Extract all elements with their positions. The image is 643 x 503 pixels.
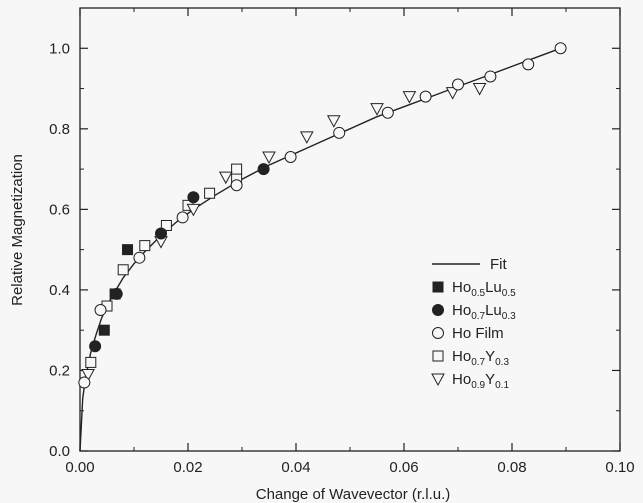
data-point <box>85 356 97 368</box>
data-point <box>522 58 535 71</box>
legend-label: Ho Film <box>452 325 504 342</box>
x-tick-label: 0.06 <box>389 459 418 476</box>
legend-label-text: Lu <box>485 279 502 296</box>
y-axis-title: Relative Magnetization <box>9 154 26 306</box>
data-point <box>204 187 216 199</box>
legend-label-subscript: 0.3 <box>502 311 516 322</box>
data-point <box>122 244 134 256</box>
x-tick-label: 0.02 <box>173 459 202 476</box>
y-tick-label: 0.2 <box>49 362 70 379</box>
tick-labels: 0.00 0.02 0.04 0.06 0.08 0.10 0.0 0.2 0.4 0.6 0.8 1… <box>49 40 634 476</box>
legend-marker <box>432 350 444 362</box>
legend-label: Fit <box>490 256 507 273</box>
y-tick-label: 0.0 <box>49 443 70 460</box>
legend-marker <box>432 327 444 339</box>
legend-marker <box>432 281 444 293</box>
data-point <box>257 163 270 176</box>
legend-label-text: Y <box>485 348 495 365</box>
legend-label-text: Ho <box>452 279 471 296</box>
legend-label: Ho0.7Y0.3 <box>452 348 509 368</box>
legend-label-text: Ho Film <box>452 325 504 342</box>
legend-marker <box>431 373 445 387</box>
y-tick-label: 0.6 <box>49 201 70 218</box>
data-point <box>155 227 167 240</box>
data-point <box>262 151 276 165</box>
legend-label-subscript: 0.7 <box>471 357 485 368</box>
legend-label-subscript: 0.7 <box>471 311 485 322</box>
data-point <box>98 324 110 336</box>
x-tick-label: 0.08 <box>497 459 526 476</box>
data-point <box>94 304 107 317</box>
legend-label-subscript: 0.3 <box>495 357 509 368</box>
data-point <box>110 287 123 300</box>
legend-label-text: Ho <box>452 348 471 365</box>
x-tick-label: 0.04 <box>281 459 310 476</box>
data-point <box>117 264 129 276</box>
data-point <box>472 83 487 96</box>
y-tick-label: 1.0 <box>49 40 70 57</box>
legend-label-subscript: 0.9 <box>471 380 485 391</box>
fit-line <box>79 47 561 452</box>
x-axis-title: Change of Wavevector (r.l.u.) <box>256 486 451 503</box>
data-point <box>299 131 314 144</box>
legend-label-subscript: 0.5 <box>502 288 516 299</box>
legend-marker <box>432 304 444 316</box>
data-point <box>402 91 417 104</box>
data-point <box>230 179 243 192</box>
legend-label-text: Ho <box>452 371 471 388</box>
data-point <box>139 240 151 252</box>
y-tick-label: 0.8 <box>49 121 70 138</box>
legend-label-text: Lu <box>485 302 502 319</box>
y-tick-label: 0.4 <box>49 282 70 299</box>
data-point <box>186 203 201 217</box>
ticks <box>79 7 621 452</box>
data-point <box>381 106 394 119</box>
data-point <box>89 340 102 353</box>
data-point <box>81 368 95 382</box>
legend-label: Ho0.7Lu0.3 <box>452 302 516 322</box>
data-point <box>484 70 497 83</box>
data-point <box>554 42 567 55</box>
data-point <box>370 103 384 116</box>
data-point <box>452 78 464 91</box>
data-point <box>160 219 172 231</box>
data-point <box>187 191 200 204</box>
data-point <box>78 376 91 389</box>
data-point <box>284 151 297 164</box>
data-point <box>445 87 460 100</box>
data-point <box>333 126 346 139</box>
legend-label: Ho0.9Y0.1 <box>452 371 509 391</box>
data-point <box>326 115 341 128</box>
data-point <box>419 90 432 103</box>
data-points <box>78 42 567 389</box>
legend-label-subscript: 0.1 <box>495 380 509 391</box>
data-point <box>218 171 233 185</box>
legend-label: Ho0.5Lu0.5 <box>452 279 516 299</box>
data-point <box>231 163 243 175</box>
x-tick-label: 0.10 <box>605 459 634 476</box>
legend-label-text: Y <box>485 371 495 388</box>
legend-label-text: Ho <box>452 302 471 319</box>
x-tick-label: 0.00 <box>65 459 94 476</box>
data-point <box>176 211 189 224</box>
legend-label-subscript: 0.5 <box>471 288 485 299</box>
data-point <box>133 251 146 264</box>
